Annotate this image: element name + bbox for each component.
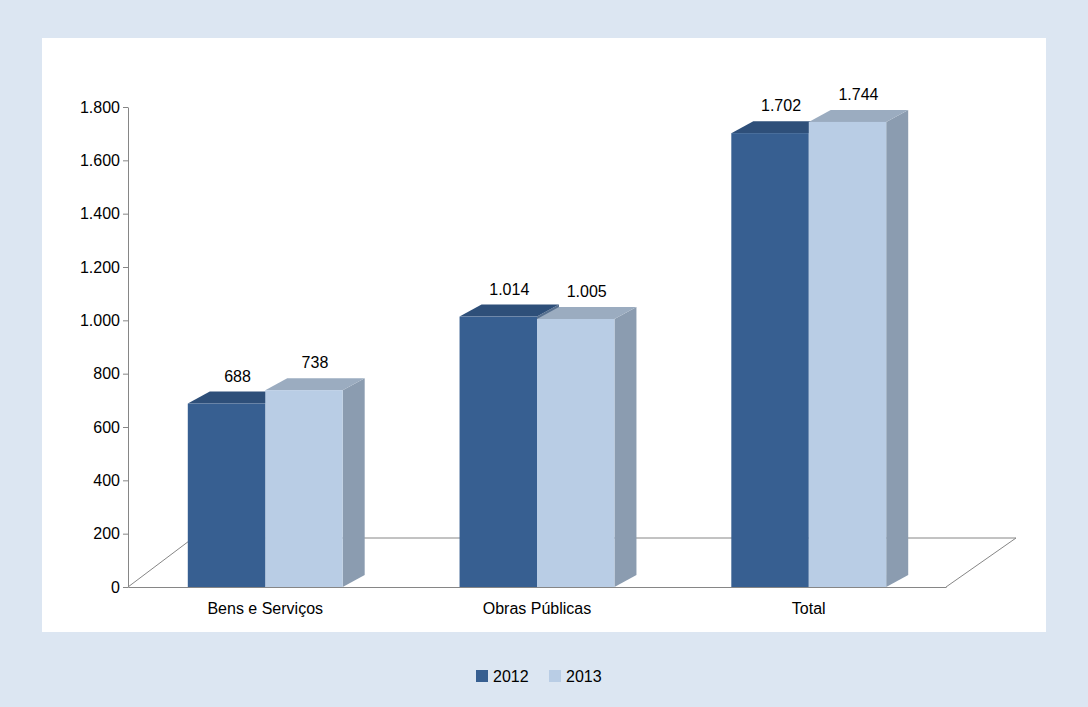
data-label: 1.702 xyxy=(761,97,801,114)
y-tick: 1.800 xyxy=(80,99,128,116)
y-axis-line xyxy=(128,108,129,588)
data-label: 688 xyxy=(224,368,251,385)
y-tick: 1.600 xyxy=(80,152,128,169)
legend-label: 2012 xyxy=(493,668,529,685)
y-tick-mark xyxy=(123,587,128,588)
bar xyxy=(809,122,886,587)
bars xyxy=(188,110,908,587)
y-tick-mark xyxy=(123,160,128,161)
y-tick-mark xyxy=(123,374,128,375)
y-tick: 1.400 xyxy=(80,205,128,222)
legend: 2012 2013 xyxy=(476,668,602,685)
x-tick-label: Bens e Serviços xyxy=(207,600,323,617)
y-tick-mark xyxy=(123,267,128,268)
y-tick-label: 1.800 xyxy=(80,99,120,116)
x-axis-line xyxy=(129,587,947,588)
y-tick-mark xyxy=(123,214,128,215)
data-label: 738 xyxy=(302,354,329,371)
y-tick-mark xyxy=(123,427,128,428)
y-tick-label: 800 xyxy=(93,365,120,382)
y-tick-label: 1.000 xyxy=(80,312,120,329)
y-tick: 200 xyxy=(93,525,128,542)
bar-top xyxy=(537,307,636,319)
y-tick-mark xyxy=(123,107,128,108)
y-tick-mark xyxy=(123,320,128,321)
x-tick: Total xyxy=(792,587,826,617)
data-label: 1.744 xyxy=(838,86,878,103)
x-tick: Obras Públicas xyxy=(483,587,592,617)
bar xyxy=(265,390,342,587)
legend-swatch xyxy=(476,670,488,682)
bar-side xyxy=(886,110,908,587)
y-tick-label: 1.400 xyxy=(80,205,120,222)
chart: 0 200 400 600 800 1.000 1.200 1.400 1.600 1.800 Be… xyxy=(0,0,1088,707)
y-tick-label: 400 xyxy=(93,472,120,489)
x-tick: Bens e Serviços xyxy=(207,587,323,617)
y-tick: 600 xyxy=(93,419,128,436)
bar-top xyxy=(265,378,364,390)
y-tick-mark xyxy=(123,480,128,481)
legend-label: 2013 xyxy=(566,668,602,685)
data-label: 1.005 xyxy=(567,283,607,300)
y-tick-label: 600 xyxy=(93,419,120,436)
y-tick-label: 0 xyxy=(111,579,120,596)
legend-swatch xyxy=(549,670,561,682)
bar xyxy=(188,404,265,587)
bar xyxy=(537,319,614,587)
y-tick-label: 1.600 xyxy=(80,152,120,169)
bar xyxy=(731,133,808,587)
bar xyxy=(460,317,537,587)
bar-top xyxy=(809,110,908,122)
bar-side xyxy=(614,307,636,587)
x-axis: Bens e Serviços Obras Públicas Total xyxy=(129,587,947,617)
y-tick-label: 1.200 xyxy=(80,259,120,276)
y-tick-mark xyxy=(123,534,128,535)
bar-top xyxy=(460,305,559,317)
plot-panel xyxy=(42,38,1046,632)
bar-side xyxy=(343,378,365,587)
y-tick: 1.000 xyxy=(80,312,128,329)
y-tick: 0 xyxy=(111,579,128,596)
y-axis: 0 200 400 600 800 1.000 1.200 1.400 1.600 1.800 xyxy=(80,99,129,596)
x-tick-label: Total xyxy=(792,600,826,617)
data-labels: 688 1.014 1.702 738 1.005 1.744 xyxy=(224,86,878,385)
x-tick-label: Obras Públicas xyxy=(483,600,592,617)
y-tick-label: 200 xyxy=(93,525,120,542)
data-label: 1.014 xyxy=(489,281,529,298)
y-tick: 1.200 xyxy=(80,259,128,276)
y-tick: 800 xyxy=(93,365,128,382)
y-tick: 400 xyxy=(93,472,128,489)
